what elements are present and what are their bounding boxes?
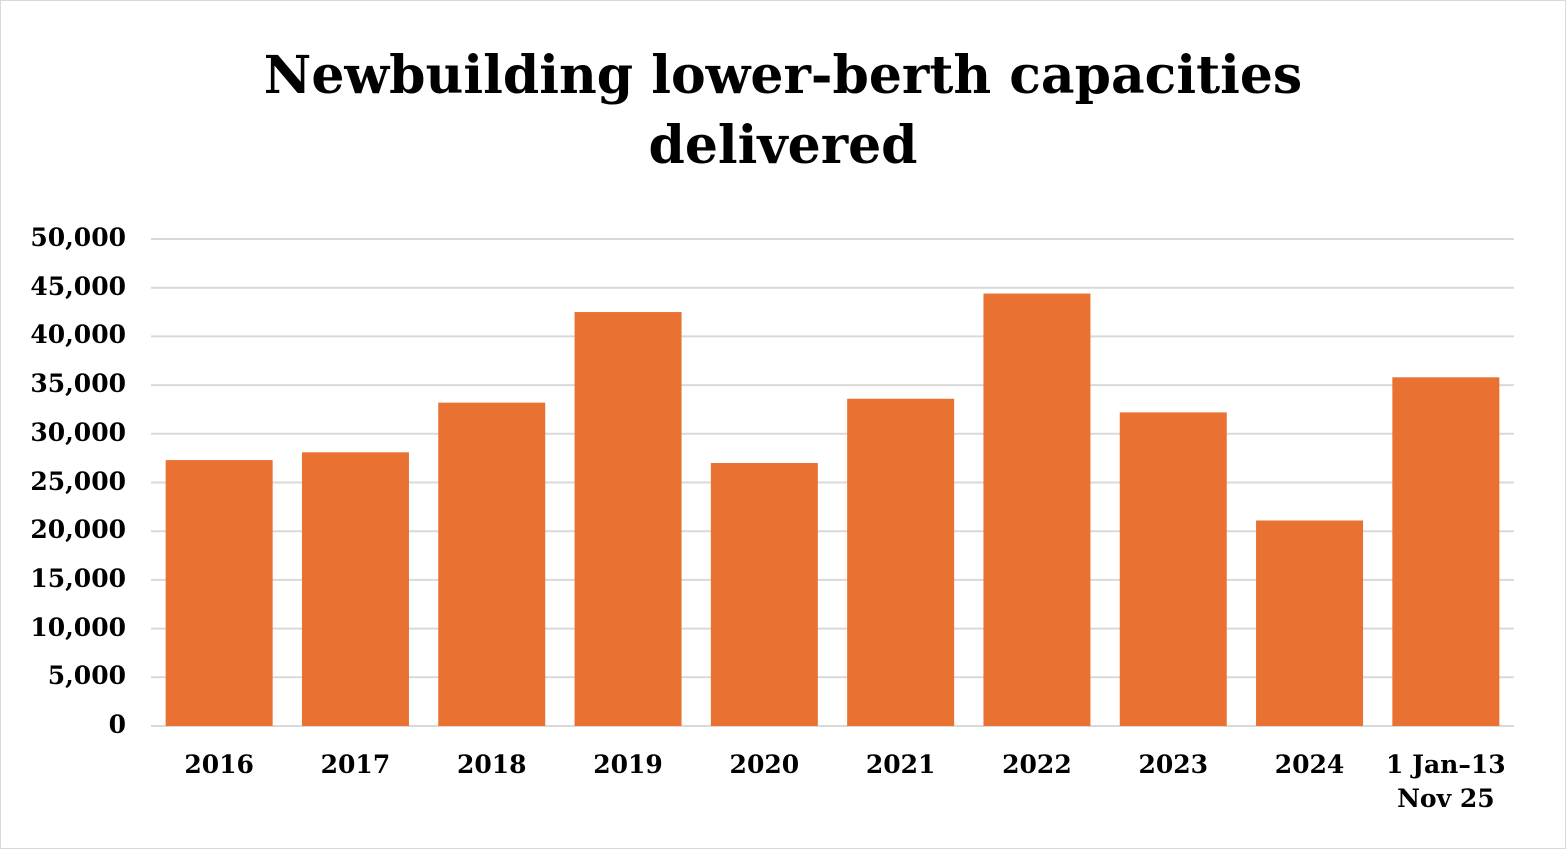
- y-tick-label: 25,000: [30, 466, 126, 496]
- y-tick-label: 40,000: [30, 320, 126, 350]
- y-tick-label: 30,000: [30, 417, 126, 447]
- bar-2022: [983, 293, 1091, 726]
- bar-2020: [710, 463, 818, 726]
- y-tick-label: 15,000: [30, 563, 126, 593]
- x-tick-label: 2019: [593, 750, 663, 779]
- x-tick-label: 2017: [320, 750, 391, 779]
- x-tick-label: 2016: [184, 750, 254, 779]
- y-tick-label: 45,000: [30, 271, 126, 301]
- y-tick-label: 5,000: [47, 661, 126, 691]
- chart-title-line-2: delivered: [648, 115, 918, 176]
- bar-2024: [1256, 520, 1364, 726]
- x-tick-label: 2024: [1274, 750, 1345, 779]
- x-tick-label: 2022: [1002, 750, 1072, 779]
- x-tick-label: 2023: [1138, 750, 1209, 779]
- y-tick-label: 10,000: [30, 612, 126, 642]
- y-tick-label: 0: [108, 710, 126, 739]
- x-tick-label: 2021: [865, 750, 936, 779]
- y-tick-label: 20,000: [30, 515, 126, 545]
- x-tick-label: 1 Jan–13 Nov 25: [1386, 750, 1506, 813]
- y-tick-label: 50,000: [30, 223, 126, 252]
- chart-title-line-1: Newbuilding lower-berth capacities: [263, 45, 1303, 106]
- bar-2019: [574, 312, 682, 726]
- bar-2021: [847, 398, 955, 726]
- bar-2018: [438, 402, 546, 726]
- bar-2023: [1119, 412, 1227, 726]
- bar-2017: [301, 452, 409, 726]
- bar-1-jan-13-nov-25: [1392, 377, 1500, 726]
- y-tick-label: 35,000: [30, 369, 126, 399]
- x-tick-label: 2018: [456, 750, 527, 779]
- x-tick-label: 2020: [729, 750, 800, 779]
- chart-title: Newbuilding lower-berth capacities deliv…: [1, 41, 1565, 181]
- bar-2016: [165, 460, 273, 726]
